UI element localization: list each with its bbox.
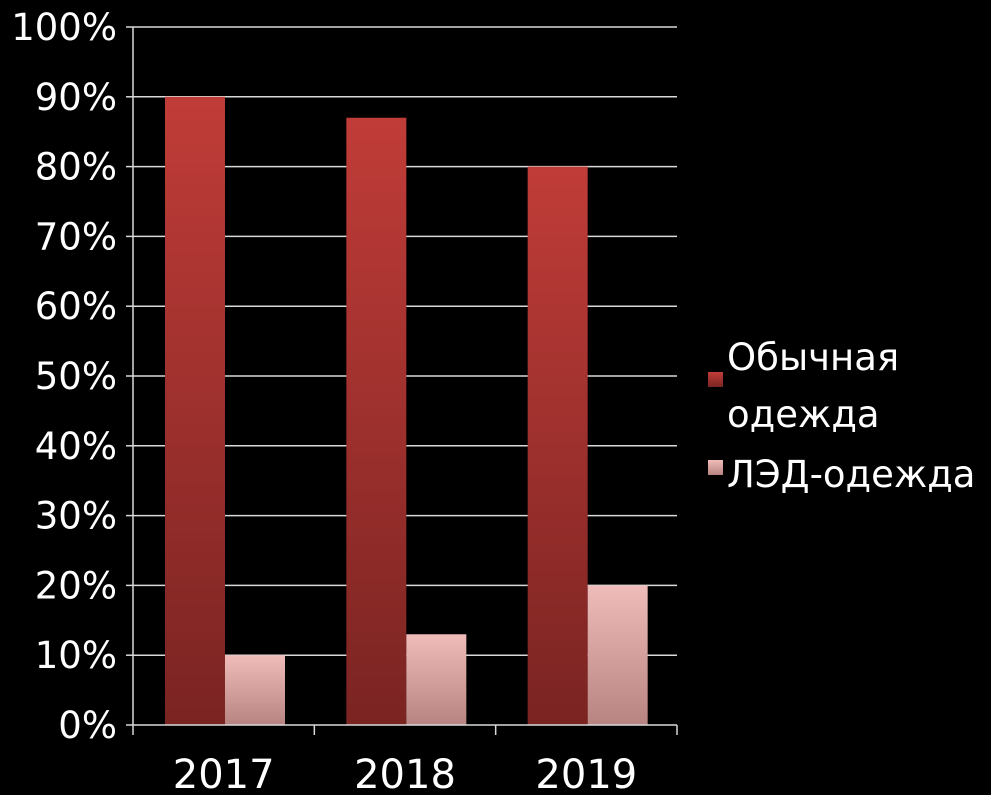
bar-series-1-2017 (165, 96, 225, 726)
bar-series-2-2018 (406, 634, 467, 725)
bars (165, 96, 648, 726)
bar-series-2-2019 (587, 585, 648, 725)
bar-series-2-2017 (225, 655, 285, 725)
y-tick-label: 10% (35, 634, 117, 677)
x-axis-tick-labels: 2017 2018 2019 (173, 752, 637, 795)
x-tick-label: 2019 (535, 752, 637, 791)
x-tick-label: 2018 (354, 752, 456, 791)
bar-series-1-2018 (346, 117, 407, 726)
y-tick-label: 70% (35, 215, 117, 258)
y-tick-label: 50% (35, 355, 117, 398)
y-tick-label: 40% (35, 425, 117, 468)
y-tick-label: 30% (35, 495, 117, 538)
x-tick-label: 2017 (173, 752, 275, 791)
y-tick-label: 90% (35, 76, 117, 119)
legend-label: Обычная (727, 336, 899, 379)
legend-label: одежда (727, 393, 880, 436)
y-tick-label: 0% (58, 704, 117, 747)
legend-label: ЛЭД-одежда (727, 453, 976, 496)
legend-swatch (708, 460, 723, 475)
y-tick-label: 100% (11, 6, 117, 49)
bar-series-1-2019 (527, 166, 588, 726)
y-tick-label: 60% (35, 285, 117, 328)
legend: Обычная одежда ЛЭД-одежда (708, 336, 976, 496)
y-tick-label: 80% (35, 146, 117, 189)
legend-swatch (708, 372, 723, 387)
y-tick-label: 20% (35, 564, 117, 607)
y-axis-tick-labels: 0% 10% 20% 30% 40% 50% 60% 70% 80% 90% 100% (11, 6, 117, 747)
axes (126, 26, 678, 735)
